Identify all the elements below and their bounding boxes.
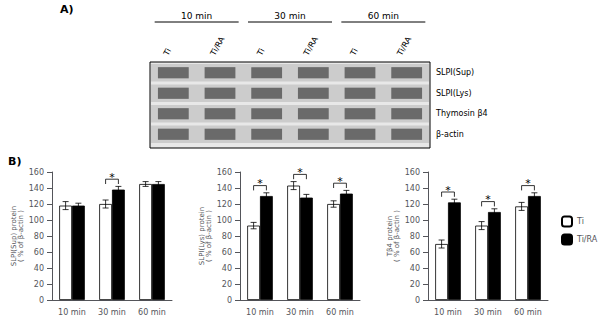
svg-text:Ti/RA: Ti/RA — [576, 235, 598, 244]
svg-text:*: * — [445, 184, 451, 197]
svg-text:60 min: 60 min — [138, 308, 166, 317]
svg-text:80: 80 — [222, 232, 232, 241]
svg-text:SLPI(Lys): SLPI(Lys) — [436, 89, 472, 98]
svg-text:A): A) — [60, 3, 74, 16]
svg-text:10 min: 10 min — [58, 308, 86, 317]
svg-text:60: 60 — [34, 248, 44, 257]
svg-text:*: * — [109, 171, 115, 184]
svg-text:100: 100 — [217, 216, 232, 225]
svg-text:30 min: 30 min — [274, 11, 305, 21]
svg-text:( % of β-actin ): ( % of β-actin ) — [393, 210, 401, 262]
svg-text:Ti/RA: Ti/RA — [208, 35, 227, 58]
svg-text:Ti: Ti — [576, 217, 584, 226]
svg-text:60: 60 — [410, 248, 420, 257]
svg-text:30 min: 30 min — [474, 308, 502, 317]
svg-text:60 min: 60 min — [514, 308, 542, 317]
svg-text:0: 0 — [39, 296, 44, 305]
svg-text:80: 80 — [410, 232, 420, 241]
svg-text:10 min: 10 min — [246, 308, 274, 317]
svg-text:Thymosin β4: Thymosin β4 — [435, 109, 488, 118]
svg-text:Ti: Ti — [255, 47, 267, 58]
svg-text:40: 40 — [34, 264, 44, 273]
svg-text:( % of β-actin ): ( % of β-actin ) — [205, 210, 213, 262]
svg-text:20: 20 — [410, 280, 420, 289]
svg-text:10 min: 10 min — [434, 308, 462, 317]
svg-text:B): B) — [8, 155, 21, 168]
svg-text:Tβ4 protein: Tβ4 protein — [386, 215, 395, 257]
svg-text:*: * — [297, 166, 303, 179]
svg-text:*: * — [257, 177, 263, 190]
svg-text:40: 40 — [410, 264, 420, 273]
svg-text:120: 120 — [405, 200, 420, 209]
svg-text:120: 120 — [29, 200, 44, 209]
svg-text:20: 20 — [34, 280, 44, 289]
svg-text:140: 140 — [217, 184, 232, 193]
svg-text:100: 100 — [405, 216, 420, 225]
svg-text:160: 160 — [405, 168, 420, 177]
svg-text:160: 160 — [217, 168, 232, 177]
svg-text:*: * — [337, 175, 343, 188]
svg-text:Ti: Ti — [161, 47, 173, 58]
svg-text:160: 160 — [29, 168, 44, 177]
svg-text:40: 40 — [222, 264, 232, 273]
svg-text:Ti: Ti — [348, 47, 360, 58]
svg-text:30 min: 30 min — [98, 308, 126, 317]
svg-text:80: 80 — [34, 232, 44, 241]
svg-text:Ti/RA: Ti/RA — [301, 35, 320, 58]
svg-text:30 min: 30 min — [286, 308, 314, 317]
svg-text:140: 140 — [405, 184, 420, 193]
svg-text:β-actin: β-actin — [436, 130, 464, 139]
svg-text:120: 120 — [217, 200, 232, 209]
svg-text:60: 60 — [222, 248, 232, 257]
svg-text:140: 140 — [29, 184, 44, 193]
svg-text:( % of β-actin ): ( % of β-actin ) — [17, 210, 25, 262]
svg-text:SLPI(Sup): SLPI(Sup) — [436, 68, 474, 77]
svg-text:0: 0 — [415, 296, 420, 305]
svg-text:0: 0 — [227, 296, 232, 305]
svg-text:10 min: 10 min — [181, 11, 212, 21]
svg-text:*: * — [525, 177, 531, 190]
svg-text:20: 20 — [222, 280, 232, 289]
svg-text:100: 100 — [29, 216, 44, 225]
svg-text:SLPI(Lys) protein: SLPI(Lys) protein — [198, 206, 207, 266]
svg-text:SLPI(Sup) protein: SLPI(Sup) protein — [10, 205, 19, 267]
svg-text:Ti/RA: Ti/RA — [395, 35, 414, 58]
svg-text:60 min: 60 min — [368, 11, 399, 21]
svg-text:60 min: 60 min — [326, 308, 354, 317]
svg-text:*: * — [485, 193, 491, 206]
